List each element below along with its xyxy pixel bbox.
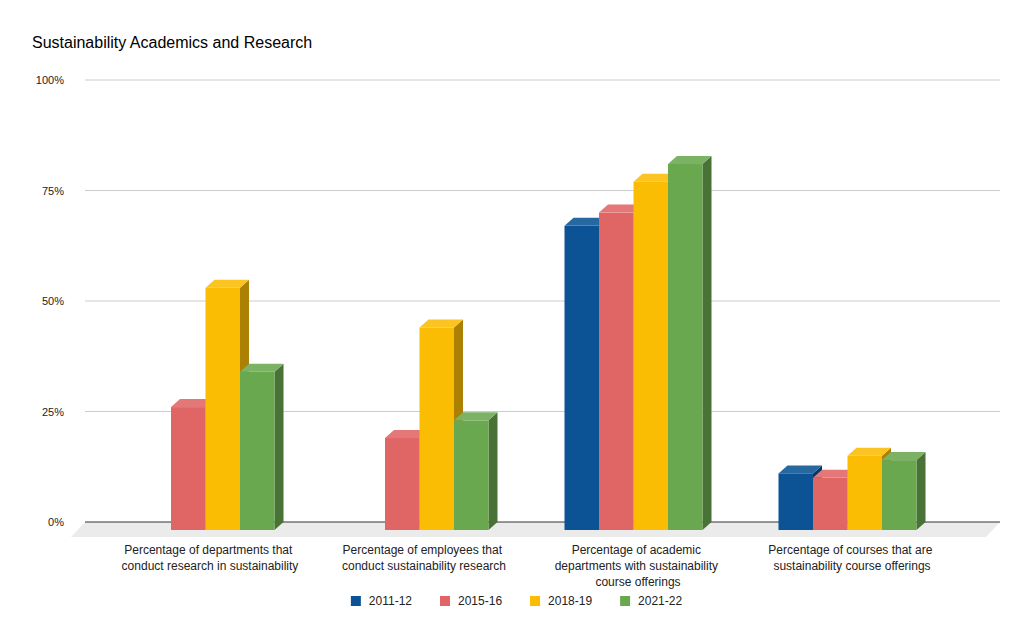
bar	[668, 156, 712, 530]
x-tick-label-line: departments with sustainability	[555, 559, 722, 573]
bar-front	[634, 182, 669, 530]
y-tick-label: 25%	[42, 406, 64, 418]
bar-top	[668, 156, 712, 164]
legend: 2011-12 2015-16 2018-19 2021-22	[351, 594, 683, 608]
bar-front	[565, 226, 600, 530]
bar-front	[206, 288, 241, 530]
legend-label: 2021-22	[638, 594, 682, 608]
bar-top	[206, 280, 250, 288]
bar-side	[489, 412, 498, 530]
x-tick-label: Percentage of courses that are sustainab…	[768, 543, 935, 573]
y-tick-label: 100%	[36, 74, 64, 86]
title: Sustainability Academics and Research	[32, 34, 312, 51]
x-tick-label: Percentage of departments that conduct r…	[122, 543, 299, 573]
bar-front	[813, 478, 848, 530]
bar	[882, 452, 926, 530]
legend-label: 2011-12	[369, 594, 412, 608]
x-tick-label-line: Percentage of departments that	[124, 543, 295, 557]
bar-front	[385, 438, 420, 530]
chart: Sustainability Academics and Research 0% 2…	[0, 0, 1033, 640]
x-tick-label-line: sustainability course offerings	[773, 559, 930, 573]
bar	[240, 364, 284, 530]
legend-swatch	[620, 596, 630, 606]
bar-top	[420, 320, 464, 328]
x-tick-label: Percentage of academic departments with …	[555, 543, 722, 589]
x-tick-label-line: Percentage of courses that are	[768, 543, 935, 557]
bar-top	[882, 452, 926, 460]
bar-top	[848, 448, 892, 456]
x-tick-label-line: Percentage of employees that	[343, 543, 506, 557]
y-tick-label: 0%	[48, 516, 64, 528]
bar-front	[240, 372, 275, 530]
bar-front	[599, 213, 634, 530]
bars	[171, 156, 926, 530]
bar-front	[171, 407, 206, 530]
grid-line	[85, 80, 1000, 81]
x-tick-label-line: course offerings	[595, 575, 680, 589]
background	[0, 0, 1033, 640]
bar-side	[275, 364, 284, 530]
y-tick-label: 50%	[42, 295, 64, 307]
bar	[454, 412, 498, 530]
x-tick-label-line: Percentage of academic	[572, 543, 705, 557]
bar-side	[917, 452, 926, 530]
bar-front	[779, 473, 814, 530]
x-tick-label-line: conduct research in sustainability	[122, 559, 299, 573]
bar-front	[420, 328, 455, 530]
x-tick-label: Percentage of employees that conduct sus…	[342, 543, 506, 573]
legend-swatch	[440, 596, 450, 606]
bar-top	[779, 465, 823, 473]
x-tick-label-line: conduct sustainability research	[342, 559, 506, 573]
legend-label: 2015-16	[458, 594, 502, 608]
bar-side	[703, 156, 712, 530]
bar-front	[668, 164, 703, 530]
bar-top	[454, 412, 498, 420]
y-tick-label: 75%	[42, 185, 64, 197]
bar-top	[240, 364, 284, 372]
legend-swatch	[351, 596, 361, 606]
bar-front	[848, 456, 883, 530]
bar-front	[882, 460, 917, 530]
legend-swatch	[530, 596, 540, 606]
bar-front	[454, 420, 489, 530]
legend-label: 2018-19	[548, 594, 592, 608]
grid-line	[85, 190, 1000, 191]
